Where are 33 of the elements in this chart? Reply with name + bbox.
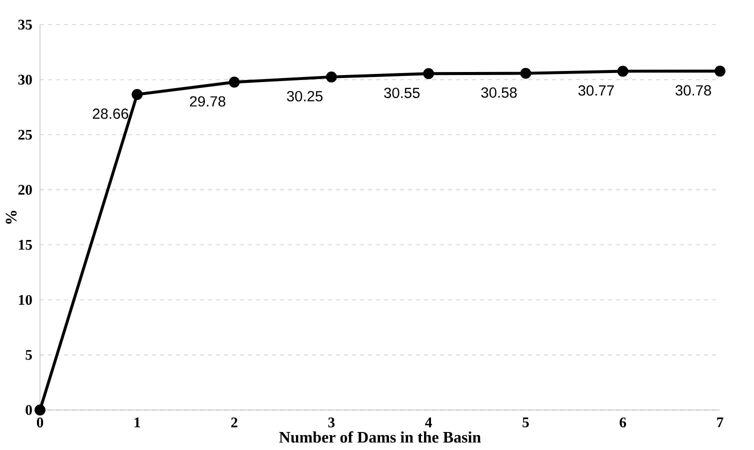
data-label: 30.77	[578, 85, 614, 96]
point	[34, 404, 46, 416]
y-tick-label: 35	[18, 20, 32, 30]
x-tick-label: 0	[36, 418, 44, 428]
y-tick-label: 20	[18, 184, 32, 195]
data-label: 30.25	[286, 91, 322, 102]
x-tick-label: 2	[231, 418, 238, 428]
point	[132, 88, 143, 100]
x-tick-label: 4	[425, 418, 432, 428]
point	[423, 68, 434, 80]
y-tick-label: 10	[18, 294, 32, 305]
y-tick-label: 30	[18, 74, 32, 85]
data-label: 28.66	[92, 108, 128, 119]
x-tick-label: 1	[134, 418, 140, 428]
point	[617, 66, 628, 77]
data-label: 30.55	[384, 88, 420, 98]
point	[326, 71, 337, 82]
y-axis-title: %	[6, 210, 17, 224]
x-tick-label: 5	[522, 418, 529, 428]
data-label: 30.58	[481, 87, 517, 98]
x-tick-label: 3	[328, 418, 335, 428]
y-tick-label: 15	[18, 240, 32, 250]
x-tick-label: 6	[620, 418, 626, 428]
point	[228, 76, 240, 88]
x-tick-label: 7	[717, 418, 724, 428]
data-label: 29.78	[190, 96, 226, 107]
y-tick-label: 5	[26, 350, 32, 360]
data-label: 30.78	[676, 85, 712, 96]
x-axis-title: Number of Dams in the Basin	[279, 431, 481, 443]
point	[520, 68, 532, 79]
point	[714, 66, 726, 77]
y-tick-label: 25	[18, 130, 32, 140]
y-tick-label: 0	[26, 405, 32, 415]
